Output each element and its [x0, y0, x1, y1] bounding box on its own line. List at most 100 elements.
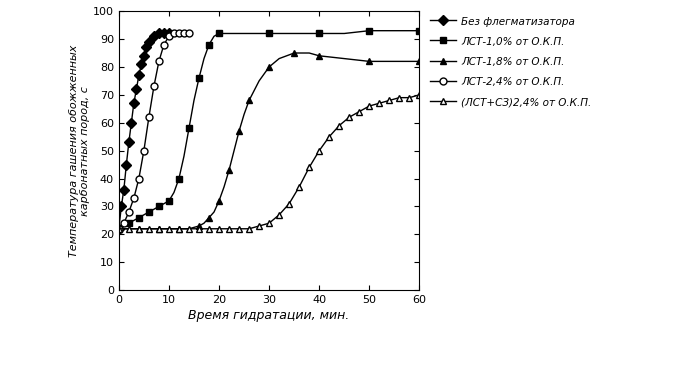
ЛСТ-1,8% от О.К.П. — [235, 129, 243, 133]
ЛСТ-1,0% от О.К.П. — [150, 207, 158, 211]
ЛСТ-2,4% от О.К.П. — [175, 31, 183, 36]
ЛСТ-2,4% от О.К.П. — [165, 34, 173, 38]
(ЛСТ+СЗ)2,4% от О.К.П. — [245, 227, 253, 231]
ЛСТ-1,8% от О.К.П. — [265, 65, 273, 69]
(ЛСТ+СЗ)2,4% от О.К.П. — [375, 101, 384, 106]
(ЛСТ+СЗ)2,4% от О.К.П. — [355, 109, 363, 114]
ЛСТ-1,8% от О.К.П. — [195, 224, 203, 228]
ЛСТ-1,8% от О.К.П. — [205, 215, 213, 220]
ЛСТ-1,0% от О.К.П. — [390, 28, 398, 33]
ЛСТ-1,0% от О.К.П. — [240, 31, 248, 36]
ЛСТ-1,0% от О.К.П. — [140, 213, 148, 217]
(ЛСТ+СЗ)2,4% от О.К.П. — [315, 148, 324, 153]
(ЛСТ+СЗ)2,4% от О.К.П. — [185, 227, 193, 231]
ЛСТ-1,0% от О.К.П. — [135, 215, 143, 220]
(ЛСТ+СЗ)2,4% от О.К.П. — [415, 93, 424, 97]
Без флегматизатора — [117, 204, 126, 209]
ЛСТ-1,0% от О.К.П. — [315, 31, 324, 36]
ЛСТ-2,4% от О.К.П. — [115, 227, 123, 231]
(ЛСТ+СЗ)2,4% от О.К.П. — [165, 227, 173, 231]
ЛСТ-2,4% от О.К.П. — [120, 221, 128, 225]
(ЛСТ+СЗ)2,4% от О.К.П. — [215, 227, 223, 231]
ЛСТ-1,8% от О.К.П. — [200, 221, 208, 225]
(ЛСТ+СЗ)2,4% от О.К.П. — [255, 224, 264, 228]
ЛСТ-1,8% от О.К.П. — [245, 98, 253, 103]
(ЛСТ+СЗ)2,4% от О.К.П. — [365, 104, 373, 108]
ЛСТ-1,8% от О.К.П. — [219, 185, 228, 189]
ЛСТ-1,0% от О.К.П. — [170, 190, 178, 195]
ЛСТ-1,0% от О.К.П. — [175, 176, 183, 181]
ЛСТ-1,8% от О.К.П. — [185, 227, 193, 231]
ЛСТ-1,8% от О.К.П. — [240, 112, 248, 116]
(ЛСТ+СЗ)2,4% от О.К.П. — [385, 98, 394, 103]
ЛСТ-2,4% от О.К.П. — [124, 210, 133, 214]
ЛСТ-2,4% от О.К.П. — [140, 148, 148, 153]
ЛСТ-1,0% от О.К.П. — [200, 56, 208, 61]
ЛСТ-1,0% от О.К.П. — [340, 31, 348, 36]
Без флегматизатора — [140, 54, 148, 58]
ЛСТ-1,0% от О.К.П. — [124, 221, 133, 225]
(ЛСТ+СЗ)2,4% от О.К.П. — [225, 227, 233, 231]
(ЛСТ+СЗ)2,4% от О.К.П. — [405, 96, 414, 100]
(ЛСТ+СЗ)2,4% от О.К.П. — [305, 165, 313, 170]
Без флегматизатора — [122, 162, 131, 167]
Без флегматизатора — [120, 187, 128, 192]
Без флегматизатора — [132, 87, 140, 92]
ЛСТ-1,8% от О.К.П. — [365, 59, 373, 64]
ЛСТ-1,8% от О.К.П. — [225, 168, 233, 172]
(ЛСТ+СЗ)2,4% от О.К.П. — [275, 213, 283, 217]
ЛСТ-1,8% от О.К.П. — [390, 59, 398, 64]
Без флегматизатора — [142, 45, 150, 49]
Line: ЛСТ-1,0% от О.К.П.: ЛСТ-1,0% от О.К.П. — [115, 27, 423, 232]
ЛСТ-1,0% от О.К.П. — [415, 28, 424, 33]
ЛСТ-1,8% от О.К.П. — [145, 227, 153, 231]
(ЛСТ+СЗ)2,4% от О.К.П. — [395, 96, 403, 100]
Без флегматизатора — [154, 31, 163, 36]
Без флегматизатора — [124, 140, 133, 144]
ЛСТ-1,0% от О.К.П. — [215, 31, 223, 36]
Без флегматизатора — [159, 31, 168, 36]
ЛСТ-1,0% от О.К.П. — [115, 227, 123, 231]
ЛСТ-1,8% от О.К.П. — [275, 56, 283, 61]
ЛСТ-2,4% от О.К.П. — [159, 42, 168, 47]
ЛСТ-1,8% от О.К.П. — [115, 227, 123, 231]
ЛСТ-2,4% от О.К.П. — [154, 59, 163, 64]
(ЛСТ+СЗ)2,4% от О.К.П. — [124, 227, 133, 231]
(ЛСТ+СЗ)2,4% от О.К.П. — [295, 185, 303, 189]
ЛСТ-1,0% от О.К.П. — [159, 202, 168, 206]
ЛСТ-1,8% от О.К.П. — [230, 148, 238, 153]
ЛСТ-1,0% от О.К.П. — [195, 76, 203, 80]
(ЛСТ+СЗ)2,4% от О.К.П. — [235, 227, 243, 231]
ЛСТ-1,0% от О.К.П. — [185, 126, 193, 131]
ЛСТ-1,8% от О.К.П. — [175, 227, 183, 231]
(ЛСТ+СЗ)2,4% от О.К.П. — [345, 115, 354, 119]
ЛСТ-2,4% от О.К.П. — [130, 196, 138, 200]
ЛСТ-1,0% от О.К.П. — [205, 42, 213, 47]
ЛСТ-1,0% от О.К.П. — [120, 224, 128, 228]
Line: Без флегматизатора: Без флегматизатора — [115, 30, 173, 232]
(ЛСТ+СЗ)2,4% от О.К.П. — [154, 227, 163, 231]
ЛСТ-1,8% от О.К.П. — [415, 59, 424, 64]
Line: ЛСТ-1,8% от О.К.П.: ЛСТ-1,8% от О.К.П. — [115, 49, 423, 232]
ЛСТ-2,4% от О.К.П. — [145, 115, 153, 119]
ЛСТ-1,8% от О.К.П. — [255, 79, 264, 83]
ЛСТ-1,0% от О.К.П. — [165, 199, 173, 203]
ЛСТ-2,4% от О.К.П. — [180, 31, 188, 36]
(ЛСТ+СЗ)2,4% от О.К.П. — [135, 227, 143, 231]
ЛСТ-1,8% от О.К.П. — [215, 199, 223, 203]
Без флегматизатора — [115, 227, 123, 231]
X-axis label: Время гидратации, мин.: Время гидратации, мин. — [189, 309, 350, 322]
(ЛСТ+СЗ)2,4% от О.К.П. — [145, 227, 153, 231]
ЛСТ-1,8% от О.К.П. — [124, 227, 133, 231]
(ЛСТ+СЗ)2,4% от О.К.П. — [115, 227, 123, 231]
ЛСТ-1,8% от О.К.П. — [154, 227, 163, 231]
ЛСТ-1,0% от О.К.П. — [145, 210, 153, 214]
ЛСТ-1,0% от О.К.П. — [265, 31, 273, 36]
Без флегматизатора — [130, 101, 138, 106]
ЛСТ-1,8% от О.К.П. — [210, 210, 218, 214]
ЛСТ-2,4% от О.К.П. — [135, 176, 143, 181]
Без флегматизатора — [127, 121, 136, 125]
ЛСТ-1,0% от О.К.П. — [210, 34, 218, 38]
(ЛСТ+СЗ)2,4% от О.К.П. — [325, 135, 333, 139]
ЛСТ-1,0% от О.К.П. — [365, 28, 373, 33]
